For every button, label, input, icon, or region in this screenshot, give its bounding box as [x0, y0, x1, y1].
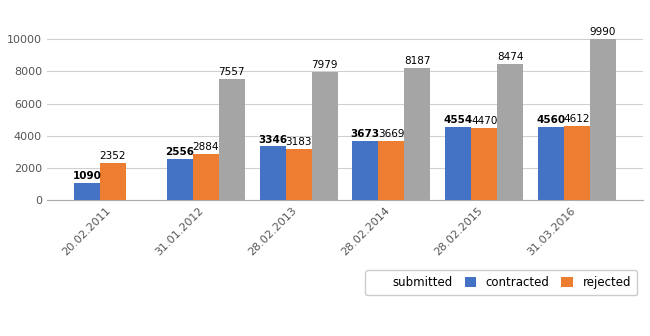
- Bar: [378, 141, 404, 200]
- Text: 3183: 3183: [285, 137, 312, 147]
- Bar: [74, 183, 100, 200]
- Bar: [590, 39, 616, 200]
- Bar: [497, 64, 523, 200]
- Text: 8187: 8187: [404, 56, 430, 67]
- Text: 3669: 3669: [378, 129, 404, 139]
- Text: 3346: 3346: [258, 134, 287, 144]
- Bar: [352, 141, 378, 200]
- Text: 8474: 8474: [497, 52, 523, 62]
- Text: 2556: 2556: [165, 147, 194, 157]
- Text: 4612: 4612: [564, 114, 590, 124]
- Bar: [285, 149, 311, 200]
- Bar: [538, 127, 564, 200]
- Bar: [218, 79, 244, 200]
- Bar: [259, 146, 285, 200]
- Legend: submitted, contracted, rejected: submitted, contracted, rejected: [365, 270, 637, 295]
- Text: 9990: 9990: [590, 28, 616, 37]
- Bar: [404, 69, 430, 200]
- Bar: [192, 154, 218, 200]
- Bar: [445, 127, 471, 200]
- Text: 2352: 2352: [99, 151, 126, 161]
- Text: 1090: 1090: [72, 171, 101, 181]
- Text: 7979: 7979: [311, 60, 338, 70]
- Bar: [100, 163, 126, 200]
- Text: 2884: 2884: [192, 142, 219, 152]
- Bar: [564, 126, 590, 200]
- Text: 7557: 7557: [218, 67, 245, 77]
- Text: 3673: 3673: [351, 129, 380, 139]
- Text: 4554: 4554: [443, 115, 473, 125]
- Bar: [311, 72, 337, 200]
- Text: 4560: 4560: [536, 115, 566, 125]
- Bar: [166, 159, 192, 200]
- Bar: [471, 128, 497, 200]
- Text: 4470: 4470: [471, 116, 497, 126]
